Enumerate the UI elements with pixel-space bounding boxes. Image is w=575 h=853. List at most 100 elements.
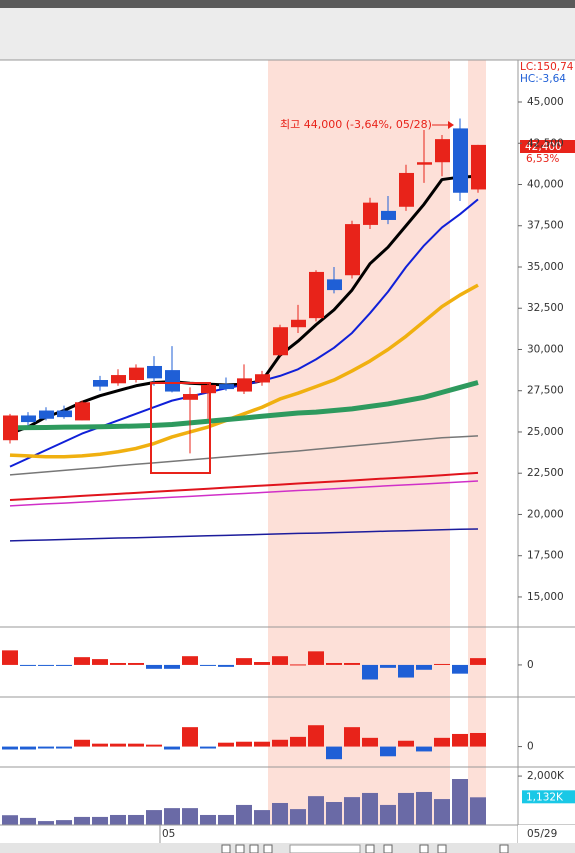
y-tick-label: 40,000 <box>527 178 564 190</box>
indicator-bar <box>182 656 198 665</box>
candle-body <box>309 271 324 319</box>
indicator-bar <box>56 664 72 666</box>
candle-body <box>363 202 378 225</box>
indicator-bar <box>236 658 252 665</box>
indicator-bar <box>362 737 378 747</box>
button[interactable] <box>365 844 375 853</box>
indicator-bar <box>254 662 270 665</box>
volume-box <box>522 790 575 804</box>
candle-body <box>435 139 450 163</box>
moving-average <box>9 471 479 501</box>
candle-body <box>255 374 270 383</box>
y-tick-label: 45,000 <box>527 96 564 108</box>
button[interactable] <box>263 844 273 853</box>
candle-body <box>129 367 144 381</box>
indicator-bar <box>200 746 216 749</box>
button[interactable] <box>249 844 259 853</box>
volume-bar <box>398 792 414 825</box>
indicator-bar <box>218 664 234 667</box>
lc-label: LC:150,74 <box>520 61 574 73</box>
indicator-bar <box>164 664 180 669</box>
volume-bar <box>326 802 342 825</box>
y-tick-label: 0 <box>527 659 534 671</box>
indicator-bar <box>128 662 144 665</box>
indicator-bar <box>362 664 378 680</box>
indicator-bar <box>380 664 396 668</box>
indicator-bar <box>20 664 36 666</box>
volume-bar <box>416 791 432 825</box>
indicator-bar <box>200 664 216 666</box>
candle-body <box>417 162 432 165</box>
volume-bar <box>182 808 198 825</box>
button[interactable] <box>221 844 231 853</box>
candle-body <box>57 410 72 418</box>
indicator-bar <box>308 651 324 665</box>
y-tick-label: 35,000 <box>527 261 564 273</box>
y-tick-label: 30,000 <box>527 343 564 355</box>
volume-bar <box>362 792 378 825</box>
candle-body <box>345 224 360 276</box>
y-tick-label: 32,500 <box>527 302 564 314</box>
indicator-bar <box>92 659 108 665</box>
moving-average <box>9 380 479 431</box>
indicator-bar <box>20 746 36 750</box>
indicator-bar <box>236 741 252 747</box>
button[interactable] <box>383 844 393 853</box>
indicator-bar <box>38 746 54 749</box>
moving-average <box>9 528 479 542</box>
indicator-bar <box>218 742 234 747</box>
candle-body <box>75 402 90 421</box>
toolbar-area <box>0 8 575 60</box>
volume-bar <box>272 802 288 825</box>
candle-body <box>399 172 414 207</box>
volume-bar <box>20 817 36 825</box>
volume-bar <box>146 810 162 825</box>
y-tick-label: 17,500 <box>527 550 564 562</box>
annotation-arrow <box>448 121 454 129</box>
last-price: 42,400 <box>525 141 562 153</box>
y-tick-label: 20,000 <box>527 508 564 520</box>
indicator-bar <box>290 736 306 747</box>
scrollbar[interactable] <box>289 844 361 853</box>
volume-bar <box>236 804 252 825</box>
candle-body <box>3 415 18 441</box>
volume-bar <box>254 810 270 825</box>
indicator-bar <box>272 656 288 665</box>
volume-bar <box>308 796 324 825</box>
candle-body <box>147 365 162 379</box>
x-tick-label: 05 <box>162 828 175 840</box>
indicator-bar <box>470 732 486 747</box>
candle-body <box>39 410 54 419</box>
volume-bar <box>38 821 54 825</box>
indicator-bar <box>398 740 414 747</box>
date-box <box>518 825 575 843</box>
indicator-bar <box>398 664 414 678</box>
y-tick-label: 15,000 <box>527 591 564 603</box>
indicator-bar <box>434 737 450 747</box>
moving-average <box>9 283 479 459</box>
candle-body <box>111 375 126 384</box>
indicator-bar <box>452 664 468 674</box>
toolbar-buttons <box>221 844 509 853</box>
indicator-bar <box>56 746 72 749</box>
price-box <box>520 140 575 153</box>
button[interactable] <box>437 844 447 853</box>
indicator-bar <box>434 663 450 665</box>
button[interactable] <box>235 844 245 853</box>
volume-bar <box>434 799 450 825</box>
y-tick-label: 27,500 <box>527 385 564 397</box>
last-date: 05/29 <box>527 828 557 840</box>
change-label: 6,53% <box>526 153 559 165</box>
indicator-bar <box>254 741 270 747</box>
candle-body <box>291 319 306 328</box>
button[interactable] <box>499 844 509 853</box>
candle-body <box>219 384 234 390</box>
candle-body <box>273 327 288 356</box>
y-tick-label: 22,500 <box>527 467 564 479</box>
candle-body <box>93 380 108 387</box>
indicator-bar <box>272 739 288 747</box>
candle-body <box>183 394 198 400</box>
button[interactable] <box>419 844 429 853</box>
volume-bar <box>110 814 126 825</box>
y-tick-label: 37,500 <box>527 220 564 232</box>
